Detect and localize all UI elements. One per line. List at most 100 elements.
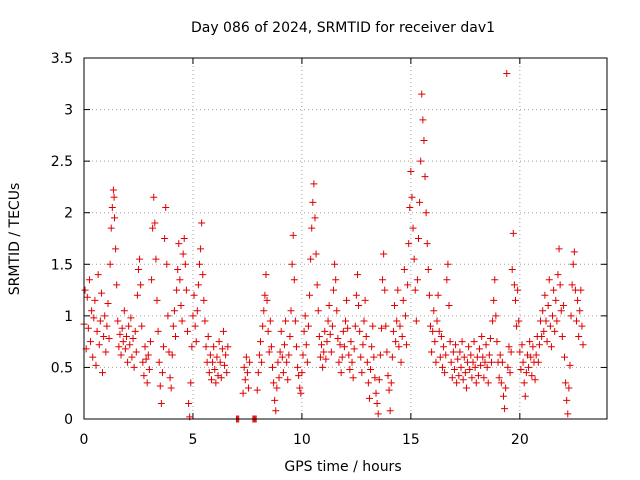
data-point — [576, 307, 584, 315]
data-point — [124, 358, 132, 366]
data-point — [169, 322, 177, 330]
data-point — [491, 276, 499, 284]
data-point — [137, 281, 145, 289]
data-point — [452, 341, 460, 349]
data-point — [310, 180, 318, 188]
data-point — [505, 343, 513, 351]
data-point — [415, 235, 423, 242]
data-point — [239, 389, 247, 397]
data-point — [563, 396, 571, 404]
data-point — [549, 312, 557, 320]
data-point — [384, 372, 392, 380]
data-point — [465, 343, 473, 351]
data-point — [313, 281, 321, 289]
data-point — [152, 255, 160, 263]
data-point — [165, 348, 173, 356]
data-point — [151, 219, 159, 227]
data-point — [334, 335, 342, 343]
data-point — [277, 327, 285, 335]
data-point — [422, 209, 430, 217]
x-axis-label: GPS time / hours — [284, 459, 401, 475]
data-point — [559, 302, 567, 310]
data-point — [189, 312, 197, 320]
y-tick-labels: 0 0.5 1 1.5 2 2.5 3 3.5 — [51, 51, 73, 428]
data-point — [362, 332, 370, 340]
data-point — [493, 338, 501, 346]
data-point — [120, 307, 128, 315]
data-point — [260, 307, 268, 315]
data-point — [174, 265, 182, 273]
data-point — [156, 382, 164, 390]
data-point — [315, 332, 323, 340]
data-point — [426, 322, 434, 330]
data-point — [534, 358, 542, 366]
chart-title: Day 086 of 2024, SRMTID for receiver dav… — [191, 20, 495, 36]
data-point — [213, 353, 221, 361]
data-point — [424, 265, 432, 273]
data-point — [262, 271, 270, 279]
data-point — [319, 363, 327, 371]
data-point — [416, 198, 424, 206]
data-point — [107, 224, 115, 232]
data-point — [342, 317, 349, 325]
data-point — [353, 271, 361, 279]
data-point — [459, 376, 467, 384]
data-point — [141, 343, 149, 351]
data-point — [418, 90, 426, 98]
data-point — [419, 116, 427, 124]
data-point — [218, 345, 226, 353]
y-axis-label: SRMTID / TECUs — [7, 183, 23, 296]
data-point — [192, 338, 200, 346]
data-point — [207, 376, 215, 384]
data-point — [514, 286, 522, 294]
data-point — [340, 343, 348, 351]
data-point — [115, 343, 123, 351]
data-point — [271, 396, 279, 404]
data-point — [255, 351, 263, 359]
data-point — [118, 324, 126, 332]
data-point — [90, 314, 98, 322]
data-point — [391, 302, 399, 310]
data-point — [297, 389, 305, 397]
data-point — [142, 355, 150, 363]
data-point — [144, 351, 152, 359]
data-point — [298, 369, 306, 377]
data-point — [460, 353, 468, 361]
data-point — [492, 312, 500, 320]
data-point — [345, 351, 353, 359]
data-point — [216, 358, 224, 366]
data-point — [370, 353, 378, 361]
data-point — [440, 343, 448, 351]
data-point — [400, 265, 408, 273]
data-point — [567, 312, 575, 320]
data-point — [578, 322, 586, 330]
data-point — [406, 204, 414, 212]
data-point — [149, 224, 157, 232]
y-tick-label: 0.5 — [51, 360, 73, 376]
data-point — [564, 410, 572, 418]
data-point — [405, 240, 413, 248]
data-point — [185, 400, 193, 408]
data-point — [108, 204, 116, 212]
data-point — [433, 317, 441, 325]
data-point — [368, 343, 376, 351]
data-point — [323, 338, 331, 346]
data-point — [479, 353, 487, 361]
data-point — [379, 276, 387, 284]
data-point — [481, 358, 489, 366]
data-point — [375, 376, 383, 384]
data-point — [241, 376, 249, 384]
data-point — [122, 332, 130, 340]
data-point — [456, 348, 464, 356]
data-point — [371, 374, 379, 382]
data-point — [382, 322, 390, 330]
data-point — [224, 343, 232, 351]
data-point — [412, 317, 420, 325]
data-point — [532, 351, 540, 359]
data-point — [579, 341, 587, 349]
data-point — [385, 386, 393, 394]
data-point — [312, 250, 320, 258]
data-point — [219, 327, 227, 335]
data-point — [176, 276, 184, 284]
data-point — [299, 351, 307, 359]
